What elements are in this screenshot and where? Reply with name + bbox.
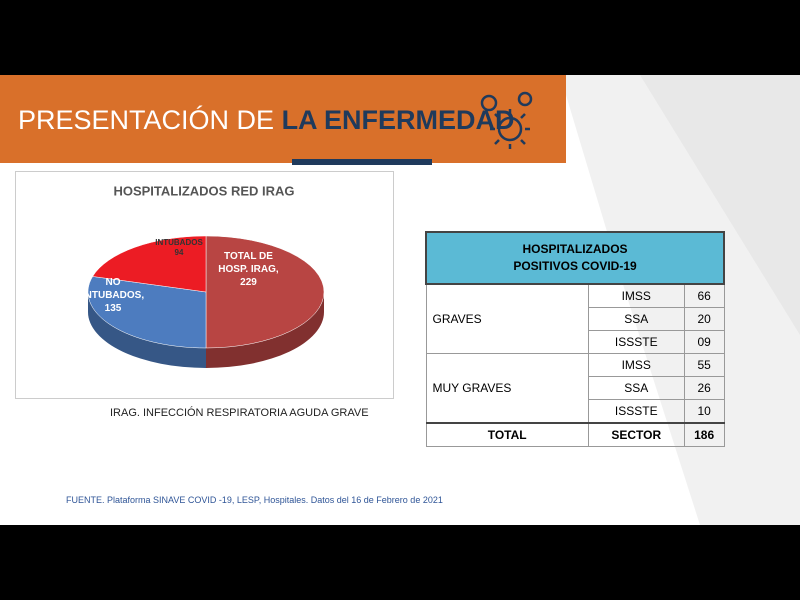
cell: GRAVES xyxy=(425,283,589,354)
cell: ISSSTE xyxy=(587,399,685,424)
pie-chart: HOSPITALIZADOS RED IRAG xyxy=(87,183,325,368)
virus-icon xyxy=(480,91,533,149)
title-bold: LA ENFERMEDAD xyxy=(281,105,515,135)
pie-slice xyxy=(92,235,207,293)
decor xyxy=(640,75,800,335)
slice-name: TOTAL DE HOSP. IRAG, xyxy=(218,251,279,275)
cell: 09 xyxy=(683,330,725,354)
source: FUENTE. Plataforma SINAVE COVID -19, LES… xyxy=(66,495,443,505)
pie-side xyxy=(206,292,324,368)
table-header: HOSPITALIZADOS POSITIVOS COVID-19 xyxy=(425,231,725,285)
table: HOSPITALIZADOS POSITIVOS COVID-19 GRAVES I… xyxy=(425,231,725,447)
cell: TOTAL xyxy=(425,422,589,447)
slide: PRESENTACIÓN DE LA ENFERMEDAD HOSPITALIZ… xyxy=(0,75,800,525)
slice-value: 94 xyxy=(174,248,184,257)
slice-name: INTUBADOS xyxy=(155,238,203,247)
slice-value: 135 xyxy=(104,303,122,314)
slice-label: NO INTUBADOS, 135 xyxy=(78,276,148,315)
title: PRESENTACIÓN DE LA ENFERMEDAD xyxy=(18,105,515,136)
header-line: POSITIVOS COVID-19 xyxy=(513,259,637,273)
cell: ISSSTE xyxy=(587,330,685,354)
cell: 26 xyxy=(683,376,725,400)
chart-box: HOSPITALIZADOS RED IRAG TOTAL DE HOSP. I… xyxy=(15,171,394,399)
cell: IMSS xyxy=(587,353,685,377)
underline xyxy=(292,159,432,165)
cell: SECTOR xyxy=(587,422,685,447)
cell: 186 xyxy=(683,422,725,447)
cell: SSA xyxy=(587,376,685,400)
cell: SSA xyxy=(587,307,685,331)
cell: 66 xyxy=(683,283,725,308)
chart-title: HOSPITALIZADOS RED IRAG xyxy=(113,183,294,198)
footnote: IRAG. INFECCIÓN RESPIRATORIA AGUDA GRAVE xyxy=(110,407,369,419)
slice-label: INTUBADOS 94 xyxy=(144,238,214,258)
header-band: PRESENTACIÓN DE LA ENFERMEDAD xyxy=(0,75,566,163)
slice-label: TOTAL DE HOSP. IRAG, 229 xyxy=(211,250,286,289)
pie-slice xyxy=(205,235,325,349)
slice-value: 229 xyxy=(240,277,257,288)
cell: 10 xyxy=(683,399,725,424)
pie-slice xyxy=(87,276,207,349)
cell: 55 xyxy=(683,353,725,377)
cell: IMSS xyxy=(587,283,685,308)
slice-name: NO INTUBADOS, xyxy=(81,277,145,301)
cell: MUY GRAVES xyxy=(425,353,589,424)
header-line: HOSPITALIZADOS xyxy=(522,242,628,256)
title-light: PRESENTACIÓN DE xyxy=(18,105,275,135)
pie-side xyxy=(88,292,206,368)
cell: 20 xyxy=(683,307,725,331)
